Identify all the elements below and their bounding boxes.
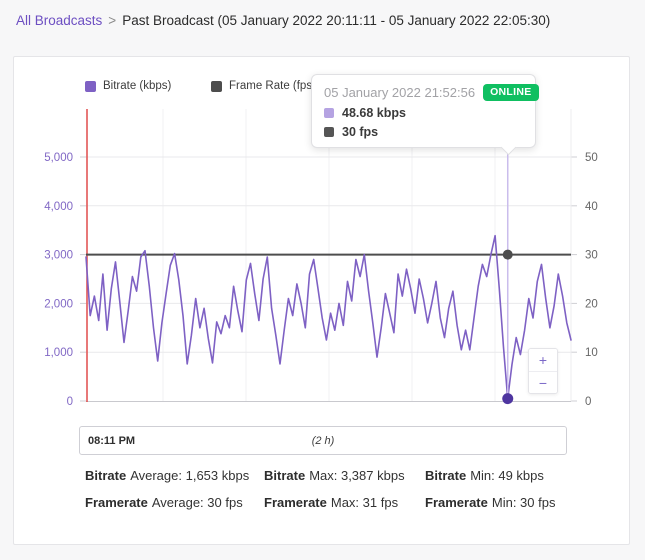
svg-text:4,000: 4,000 [44, 201, 73, 213]
zoom-controls: + − [528, 348, 558, 394]
framerate-average-stat: Framerate Average: 30 fps [85, 489, 264, 516]
bitrate-swatch-icon [85, 80, 96, 92]
svg-text:0: 0 [585, 396, 591, 408]
stat-value: Max: 31 fps [330, 495, 399, 510]
svg-text:3,000: 3,000 [44, 250, 73, 262]
tooltip-framerate-row: 30 fps [324, 125, 523, 139]
framerate-swatch-icon [211, 80, 222, 92]
tooltip-framerate-value: 30 fps [342, 125, 379, 139]
stat-value: Average: 1,653 kbps [130, 468, 250, 483]
breadcrumb-current: Past Broadcast (05 January 2022 20:11:11… [122, 13, 551, 28]
stat-value: Min: 30 fps [491, 495, 556, 510]
time-range-navigator[interactable]: 08:11 PM (2 h) [79, 426, 567, 455]
bitrate-framerate-chart[interactable]: 0 0 1,000 10 2,000 20 3,000 30 4,000 40 5,000 50 [14, 57, 632, 417]
framerate-max-stat: Framerate Max: 31 fps [264, 489, 425, 516]
stat-label: Framerate [264, 495, 327, 510]
zoom-in-button[interactable]: + [529, 349, 557, 371]
stat-label: Bitrate [264, 468, 306, 483]
legend-item-framerate[interactable]: Frame Rate (fps) [211, 80, 337, 92]
broadcast-chart-card: 0 0 1,000 10 2,000 20 3,000 30 4,000 40 5,000 50 Bi… [13, 56, 630, 545]
status-badge: ONLINE [483, 84, 539, 101]
svg-text:10: 10 [585, 347, 598, 359]
bitrate-stats-row: Bitrate Average: 1,653 kbps Bitrate Max: 3… [85, 462, 555, 489]
framerate-stats-row: Framerate Average: 30 fps Framerate Max: 3… [85, 489, 555, 516]
stat-label: Bitrate [425, 468, 467, 483]
svg-text:50: 50 [585, 152, 598, 164]
tooltip-bitrate-row: 48.68 kbps [324, 106, 523, 120]
stat-label: Framerate [425, 495, 488, 510]
breadcrumb: All Broadcasts > Past Broadcast (05 Januar… [0, 0, 645, 28]
bitrate-min-stat: Bitrate Min: 49 kbps [425, 462, 544, 489]
svg-text:2,000: 2,000 [44, 298, 73, 310]
bitrate-average-stat: Bitrate Average: 1,653 kbps [85, 462, 264, 489]
bitrate-max-stat: Bitrate Max: 3,387 kbps [264, 462, 425, 489]
svg-text:30: 30 [585, 250, 598, 262]
navigator-range-label: (2 h) [311, 435, 335, 447]
stat-value: Min: 49 kbps [470, 468, 544, 483]
stat-value: Max: 3,387 kbps [309, 468, 405, 483]
legend-item-bitrate[interactable]: Bitrate (kbps) [85, 80, 211, 92]
chart-tooltip: 05 January 2022 21:52:56 ONLINE 48.68 kb… [311, 74, 539, 156]
svg-text:0: 0 [67, 396, 73, 408]
svg-text:40: 40 [585, 201, 598, 213]
svg-text:1,000: 1,000 [44, 347, 73, 359]
chart-legend: Bitrate (kbps) Frame Rate (fps) [85, 80, 337, 92]
tooltip-bitrate-swatch-icon [324, 108, 334, 118]
stat-label: Framerate [85, 495, 148, 510]
breadcrumb-link-all-broadcasts[interactable]: All Broadcasts [16, 13, 103, 28]
framerate-min-stat: Framerate Min: 30 fps [425, 489, 555, 516]
tooltip-framerate-swatch-icon [324, 127, 334, 137]
svg-text:20: 20 [585, 298, 598, 310]
tooltip-bitrate-value: 48.68 kbps [342, 106, 406, 120]
stat-value: Average: 30 fps [151, 495, 243, 510]
tooltip-timestamp: 05 January 2022 21:52:56 [324, 85, 476, 100]
legend-label-bitrate: Bitrate (kbps) [103, 80, 172, 92]
svg-text:5,000: 5,000 [44, 152, 73, 164]
broadcast-stats: Bitrate Average: 1,653 kbps Bitrate Max: 3… [85, 462, 555, 516]
stat-label: Bitrate [85, 468, 127, 483]
tooltip-header: 05 January 2022 21:52:56 ONLINE [324, 84, 539, 101]
navigator-start-time: 08:11 PM [88, 435, 136, 447]
legend-label-framerate: Frame Rate (fps) [229, 80, 316, 92]
breadcrumb-separator-icon: > [108, 13, 117, 28]
zoom-out-button[interactable]: − [529, 371, 557, 393]
